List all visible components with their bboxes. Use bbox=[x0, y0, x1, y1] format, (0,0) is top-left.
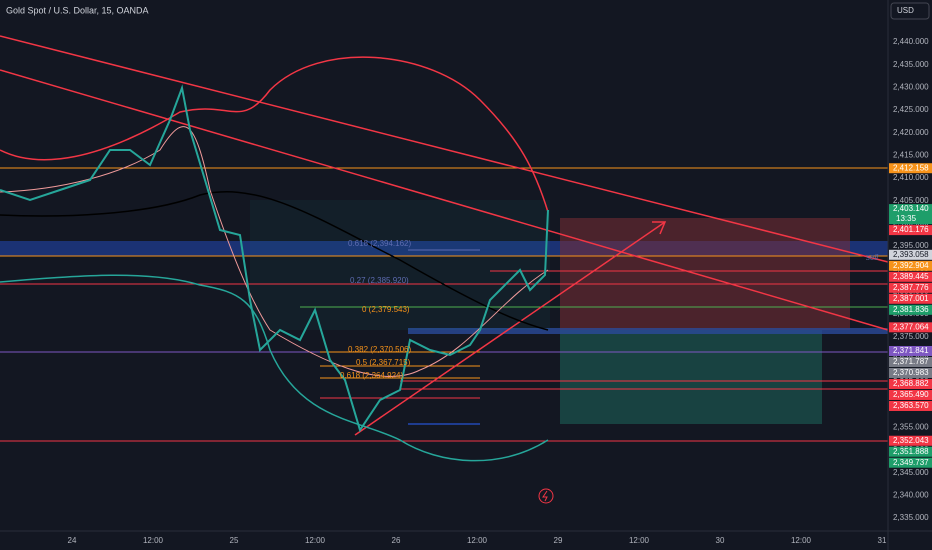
price-tag-label: 2,387.776 bbox=[893, 283, 929, 292]
fib-label: 0.382 (2,370.506) bbox=[348, 345, 411, 354]
price-tag bbox=[889, 225, 932, 236]
demand-zone bbox=[408, 328, 888, 334]
fib-label: 0.27 (2,385.920) bbox=[350, 276, 409, 285]
price-tag bbox=[889, 457, 932, 468]
arrow-head bbox=[652, 221, 667, 235]
upper-band bbox=[0, 56, 549, 213]
price-label: 2,415.000 bbox=[893, 150, 929, 159]
fib-label: 0.5 (2,367.715) bbox=[356, 358, 411, 367]
price-label: 2,410.000 bbox=[893, 173, 929, 182]
price-tag-label: 2,381.836 bbox=[893, 305, 929, 314]
price-tag bbox=[889, 249, 932, 260]
time-label: 12:00 bbox=[143, 536, 164, 545]
time-label: 12:00 bbox=[791, 536, 812, 545]
price-tag bbox=[889, 356, 932, 367]
fast-average bbox=[0, 126, 549, 377]
time-label: 12:00 bbox=[305, 536, 326, 545]
price-tag-label: 2,389.445 bbox=[893, 272, 929, 281]
time-label: 30 bbox=[716, 536, 725, 545]
price-label: 2,430.000 bbox=[893, 82, 929, 91]
price-tag bbox=[889, 446, 932, 457]
annotation: sell bbox=[866, 253, 878, 262]
price-tag bbox=[889, 389, 932, 400]
currency-button[interactable] bbox=[890, 2, 930, 20]
price-tag-label: 2,349.737 bbox=[893, 458, 929, 467]
price-label: 2,405.000 bbox=[893, 196, 929, 205]
time-label: 24 bbox=[68, 536, 77, 545]
price-label: 2,340.000 bbox=[893, 490, 929, 499]
price-label: 2,335.000 bbox=[893, 513, 929, 522]
time-label: 26 bbox=[392, 536, 401, 545]
price-tag bbox=[889, 293, 932, 304]
time-label: 31 bbox=[878, 536, 887, 545]
price-tag-label: 2,387.001 bbox=[893, 294, 929, 303]
price-tag bbox=[889, 163, 932, 174]
price-label: 2,355.000 bbox=[893, 422, 929, 431]
price-tag-label: 2,370.983 bbox=[893, 368, 929, 377]
trend-line bbox=[0, 69, 889, 331]
price-label: 2,375.000 bbox=[893, 332, 929, 341]
price-tag bbox=[889, 345, 932, 356]
price-tag-label: 2,392.904 bbox=[893, 261, 929, 270]
event-icon bbox=[542, 490, 548, 502]
price-label: 2,440.000 bbox=[893, 37, 929, 46]
price-label: 2,345.000 bbox=[893, 468, 929, 477]
price-tag bbox=[889, 400, 932, 411]
price-tag-label: 2,393.058 bbox=[893, 250, 929, 259]
price-tag bbox=[889, 204, 932, 225]
countdown: 13:35 bbox=[896, 214, 917, 223]
stop-zone bbox=[560, 218, 850, 330]
trend-line bbox=[0, 35, 889, 263]
time-label: 12:00 bbox=[629, 536, 650, 545]
price-tag bbox=[889, 367, 932, 378]
price-tag-label: 2,351.888 bbox=[893, 447, 929, 456]
price-label: 2,420.000 bbox=[893, 128, 929, 137]
time-label: 12:00 bbox=[467, 536, 488, 545]
price-tag bbox=[889, 435, 932, 446]
fib-label: 0.618 (2,394.162) bbox=[348, 239, 411, 248]
levels bbox=[0, 167, 888, 442]
event-icon bbox=[538, 488, 554, 504]
price-tag-label: 2,363.570 bbox=[893, 401, 929, 410]
price-tag-label: 2,368.882 bbox=[893, 379, 929, 388]
price-series bbox=[0, 84, 549, 433]
price-tag-label: 2,371.841 bbox=[893, 346, 929, 355]
price-label: 2,395.000 bbox=[893, 241, 929, 250]
time-label: 25 bbox=[230, 536, 239, 545]
price-tag bbox=[889, 271, 932, 282]
price-label: 2,435.000 bbox=[893, 60, 929, 69]
price-tag bbox=[889, 378, 932, 389]
price-tag-label: 2,412.158 bbox=[893, 163, 929, 172]
price-tag-label: 2,403.140 bbox=[893, 204, 929, 213]
price-tag-label: 2,365.490 bbox=[893, 390, 929, 399]
price-tag-label: 2,371.787 bbox=[893, 357, 929, 366]
envelope-fill bbox=[250, 200, 550, 330]
arrow-line bbox=[354, 221, 666, 436]
symbol-title: Gold Spot / U.S. Dollar, 15, OANDA bbox=[6, 5, 149, 15]
time-label: 29 bbox=[554, 536, 563, 545]
price-tag-label: 2,377.064 bbox=[893, 322, 929, 331]
price-tag-label: 2,401.176 bbox=[893, 225, 929, 234]
fib-label: 0.618 (2,364.924) bbox=[340, 371, 403, 380]
lower-band bbox=[0, 274, 549, 462]
fib-label: 0 (2,379.543) bbox=[362, 305, 410, 314]
price-tag bbox=[889, 260, 932, 271]
price-tag bbox=[889, 322, 932, 333]
price-label: 2,425.000 bbox=[893, 105, 929, 114]
target-zone bbox=[560, 330, 822, 424]
currency-label[interactable]: USD bbox=[897, 6, 914, 15]
price-tag-label: 2,352.043 bbox=[893, 436, 929, 445]
price-tag bbox=[889, 282, 932, 293]
moving-average bbox=[0, 191, 549, 331]
price-tag bbox=[889, 304, 932, 315]
